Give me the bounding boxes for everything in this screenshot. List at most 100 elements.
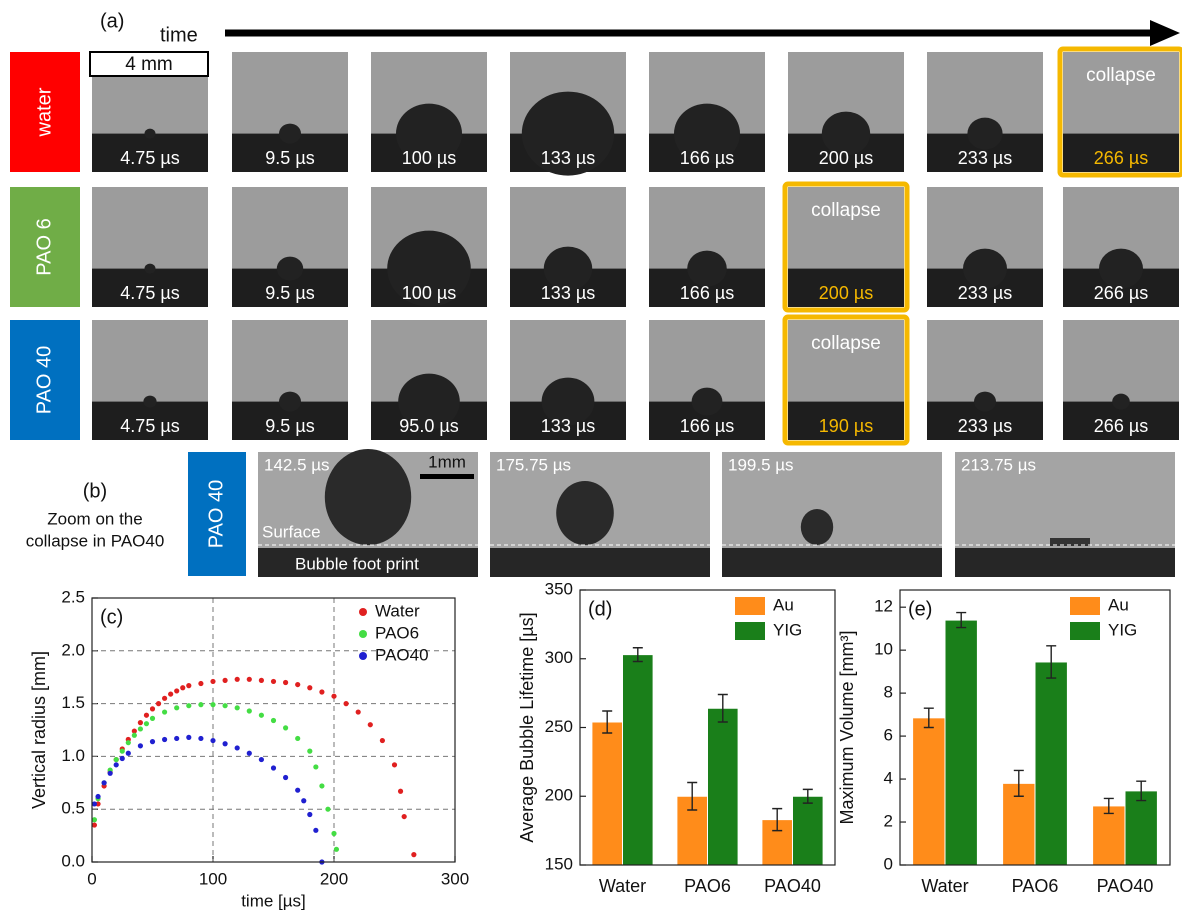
error-bar [802, 788, 813, 804]
data-point [331, 693, 337, 699]
scale-label: 1mm [428, 452, 466, 471]
legend-label: PAO6 [375, 623, 419, 642]
y-tick-label: 2 [884, 812, 893, 831]
data-point [143, 712, 150, 718]
x-tick-label: Water [921, 876, 968, 896]
data-point [101, 780, 107, 786]
data-point [186, 734, 192, 740]
y-tick-label: 350 [545, 579, 573, 598]
data-point [234, 705, 240, 711]
error-bar [602, 710, 613, 734]
bubble [691, 387, 723, 416]
bar [591, 721, 624, 866]
bubble [143, 395, 157, 408]
data-point [246, 708, 252, 714]
collapse-frame [782, 181, 910, 313]
data-point [307, 811, 313, 818]
data-point [307, 685, 313, 691]
frame-time: 142.5 µs [264, 455, 330, 474]
panel-label: (e) [908, 598, 932, 620]
data-point [95, 801, 101, 807]
data-point [319, 689, 325, 695]
data-point [210, 702, 216, 708]
bubble [541, 377, 595, 426]
data-point [401, 813, 407, 820]
caption: collapse in PAO40 [26, 531, 165, 550]
frame-time: 133 µs [541, 283, 595, 303]
data-point [222, 703, 228, 709]
error-bar [1136, 780, 1147, 802]
data-point [283, 774, 289, 781]
legend-swatch [735, 622, 765, 640]
bar [1124, 790, 1158, 866]
error-bar [923, 707, 934, 729]
bubble [521, 91, 615, 176]
data-point [113, 756, 119, 763]
frame-time: 175.75 µs [496, 455, 571, 474]
data-point [246, 676, 252, 682]
data-point [379, 737, 385, 744]
bubble [963, 248, 1007, 289]
y-tick-label: 1.0 [61, 746, 85, 765]
error-bar [956, 611, 967, 629]
y-tick-label: 1.5 [61, 693, 85, 712]
bubble [279, 123, 301, 144]
bar [707, 707, 739, 866]
data-point [162, 709, 168, 715]
frame-time: 266 µs [1094, 148, 1148, 168]
data-point [168, 691, 174, 697]
data-point [131, 728, 137, 734]
x-tick-label: Water [599, 876, 646, 896]
row-label: PAO 6 [33, 218, 55, 275]
data-point [367, 722, 373, 728]
y-tick-label: 2.0 [61, 640, 85, 659]
data-point [307, 748, 313, 754]
data-point [149, 739, 156, 745]
frame-time: 166 µs [680, 283, 734, 303]
error-bar [772, 807, 783, 832]
data-point [319, 783, 325, 789]
error-bar [717, 693, 728, 723]
data-point [355, 709, 361, 715]
frame-time: 190 µs [819, 416, 873, 436]
row-label: water [33, 87, 55, 137]
bubble [967, 117, 1003, 150]
substrate [92, 133, 208, 172]
bubble [687, 250, 727, 287]
data-point [155, 701, 162, 707]
data-point [331, 830, 337, 837]
data-point [258, 712, 264, 718]
caption: Zoom on the [47, 509, 142, 528]
frame-time: 166 µs [680, 148, 734, 168]
data-point [137, 726, 143, 732]
substrate [722, 548, 942, 577]
bubble [398, 373, 460, 430]
frame-time: 9.5 µs [265, 148, 314, 168]
note: collapse [811, 200, 881, 221]
substrate [92, 401, 208, 440]
row-label-box [10, 52, 80, 172]
x-tick-label: PAO40 [764, 876, 821, 896]
data-point [198, 680, 204, 687]
data-point [91, 822, 98, 828]
frame-time: 213.75 µs [961, 455, 1036, 474]
frame-time: 266 µs [1094, 416, 1148, 436]
data-point [210, 737, 216, 744]
bubble [144, 263, 156, 274]
error-bar [687, 781, 698, 811]
legend-label: Au [773, 595, 794, 614]
bubble [543, 246, 593, 291]
data-point [258, 677, 264, 683]
data-point [246, 750, 252, 756]
data-point [295, 681, 301, 688]
substrate [788, 268, 904, 307]
data-point [234, 745, 240, 751]
panel-label: (d) [588, 598, 612, 620]
footprint [1050, 538, 1090, 546]
data-point [222, 741, 228, 747]
bubble [144, 128, 156, 139]
x-tick-label: 300 [441, 869, 469, 888]
bubble [387, 230, 471, 307]
legend-label: YIG [1108, 620, 1137, 639]
y-axis-label: Vertical radius [mm] [29, 651, 49, 809]
